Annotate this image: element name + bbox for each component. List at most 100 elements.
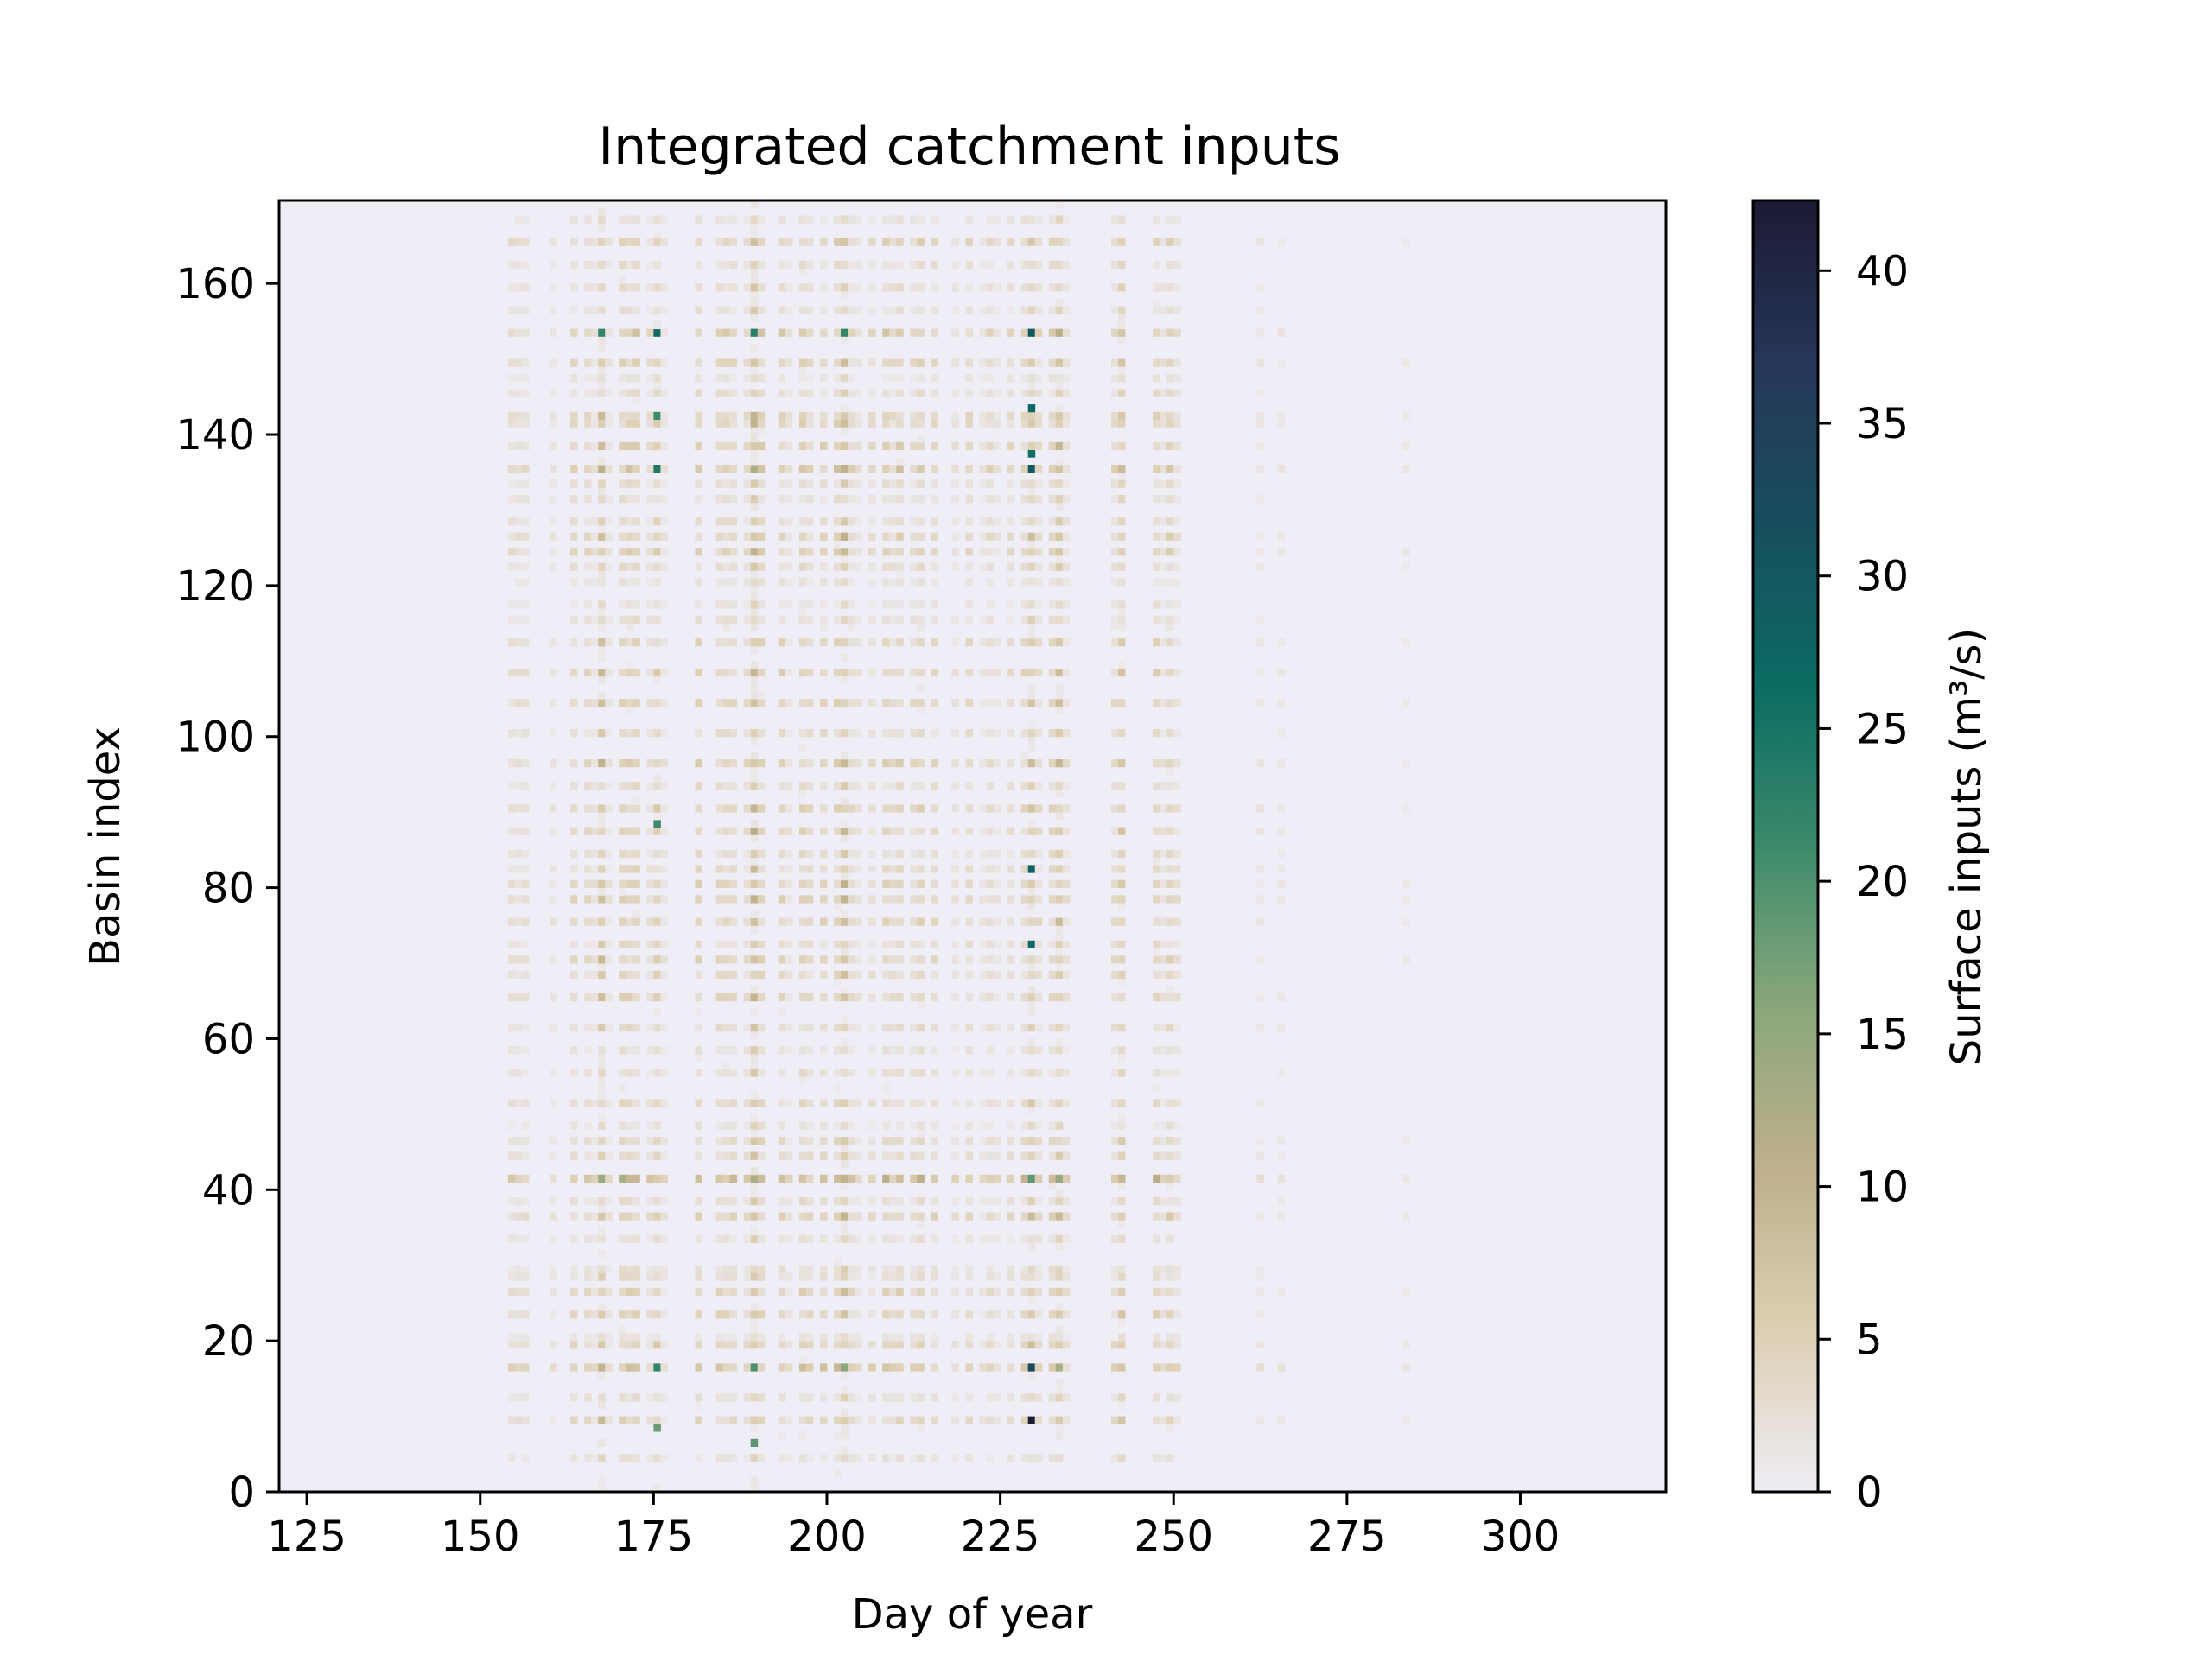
heatmap-cell xyxy=(931,759,938,768)
heatmap-cell xyxy=(889,1024,897,1032)
heatmap-cell xyxy=(1173,389,1181,397)
heatmap-cell xyxy=(750,1091,759,1100)
heatmap-cell xyxy=(605,895,613,904)
heatmap-cell xyxy=(1062,441,1071,450)
heatmap-cell xyxy=(570,1046,578,1055)
heatmap-cell xyxy=(889,1234,897,1243)
heatmap-cell xyxy=(965,804,973,813)
heatmap-cell xyxy=(910,1174,918,1183)
heatmap-cell xyxy=(507,917,516,926)
heatmap-cell xyxy=(778,1363,786,1372)
heatmap-cell xyxy=(715,1174,724,1183)
heatmap-cell xyxy=(695,1416,702,1424)
heatmap-cell xyxy=(591,306,599,314)
heatmap-cell xyxy=(598,260,606,270)
heatmap-cell xyxy=(1277,1151,1286,1160)
heatmap-cell xyxy=(917,1121,925,1130)
heatmap-cell xyxy=(889,827,897,835)
heatmap-cell xyxy=(626,441,633,450)
heatmap-cell xyxy=(951,411,959,420)
heatmap-cell xyxy=(646,374,654,383)
heatmap-cell xyxy=(1153,917,1160,926)
heatmap-cell xyxy=(1153,1212,1160,1221)
heatmap-cell xyxy=(785,1416,793,1424)
heatmap-cell xyxy=(570,1287,578,1297)
heatmap-cell xyxy=(619,827,626,835)
heatmap-cell xyxy=(965,782,973,790)
heatmap-cell xyxy=(1118,782,1126,790)
heatmap-cell xyxy=(1173,328,1181,337)
heatmap-cell xyxy=(1256,562,1264,571)
heatmap-cell xyxy=(868,532,876,541)
heatmap-cell xyxy=(986,865,995,873)
heatmap-cell xyxy=(514,1416,523,1424)
heatmap-cell xyxy=(798,615,807,624)
heatmap-cell xyxy=(965,940,973,948)
heatmap-cell xyxy=(757,1212,766,1221)
heatmap-cell xyxy=(750,970,759,979)
heatmap-cell xyxy=(889,782,897,790)
heatmap-cell xyxy=(785,548,793,556)
heatmap-cell xyxy=(1111,615,1119,624)
heatmap-cell xyxy=(507,465,516,473)
heatmap-cell xyxy=(979,1174,987,1183)
heatmap-cell xyxy=(619,1325,626,1334)
heatmap-cell xyxy=(550,993,557,1002)
heatmap-cell xyxy=(1160,1287,1167,1297)
heatmap-cell xyxy=(550,699,557,707)
heatmap-cell xyxy=(646,940,654,948)
heatmap-cell xyxy=(1153,374,1160,383)
heatmap-cell xyxy=(1166,1393,1174,1402)
heatmap-cell xyxy=(1160,1121,1167,1130)
heatmap-cell xyxy=(598,676,606,684)
heatmap-cell xyxy=(1256,1212,1264,1221)
heatmap-cell xyxy=(584,729,592,738)
heatmap-cell xyxy=(1020,1121,1029,1130)
heatmap-cell xyxy=(931,495,938,504)
heatmap-cell xyxy=(514,849,523,859)
heatmap-cell xyxy=(868,849,876,859)
heatmap-cell xyxy=(1007,1454,1015,1462)
heatmap-cell xyxy=(848,215,855,224)
heatmap-cell xyxy=(570,358,578,367)
heatmap-cell xyxy=(1173,532,1181,541)
heatmap-cell xyxy=(1166,955,1174,964)
heatmap-cell xyxy=(785,1151,793,1160)
heatmap-cell xyxy=(1118,940,1126,948)
heatmap-cell xyxy=(778,1454,786,1462)
heatmap-cell xyxy=(951,1137,959,1145)
heatmap-cell xyxy=(695,1363,702,1372)
heatmap-cell xyxy=(820,1121,828,1130)
heatmap-cell xyxy=(626,562,633,571)
heatmap-cell xyxy=(986,411,995,420)
heatmap-cell xyxy=(798,1416,807,1424)
heatmap-cell xyxy=(1048,895,1057,904)
heatmap-cell xyxy=(570,389,578,397)
heatmap-cell xyxy=(868,638,876,647)
heatmap-cell xyxy=(1062,669,1071,677)
heatmap-cell xyxy=(632,804,640,813)
heatmap-cell xyxy=(841,290,849,300)
heatmap-cell xyxy=(848,669,855,677)
heatmap-cell xyxy=(917,1137,925,1145)
heatmap-cell xyxy=(729,479,738,488)
heatmap-cell xyxy=(507,940,516,948)
heatmap-cell xyxy=(1160,865,1167,873)
heatmap-cell xyxy=(951,1174,959,1183)
heatmap-cell xyxy=(653,495,661,504)
heatmap-cell xyxy=(778,1416,786,1424)
heatmap-cell xyxy=(757,940,766,948)
heatmap-cell xyxy=(1055,548,1064,556)
heatmap-cell xyxy=(715,465,724,473)
heatmap-cell xyxy=(1027,849,1036,859)
heatmap-cell xyxy=(798,917,807,926)
heatmap-cell xyxy=(986,517,995,526)
heatmap-cell xyxy=(882,479,890,488)
heatmap-cell xyxy=(910,1393,918,1402)
heatmap-cell xyxy=(910,1341,918,1349)
heatmap-cell xyxy=(1048,729,1057,738)
heatmap-cell xyxy=(1048,517,1057,526)
heatmap-cell xyxy=(1118,238,1126,246)
heatmap-cell xyxy=(1055,963,1064,972)
heatmap-cell xyxy=(653,1416,661,1424)
